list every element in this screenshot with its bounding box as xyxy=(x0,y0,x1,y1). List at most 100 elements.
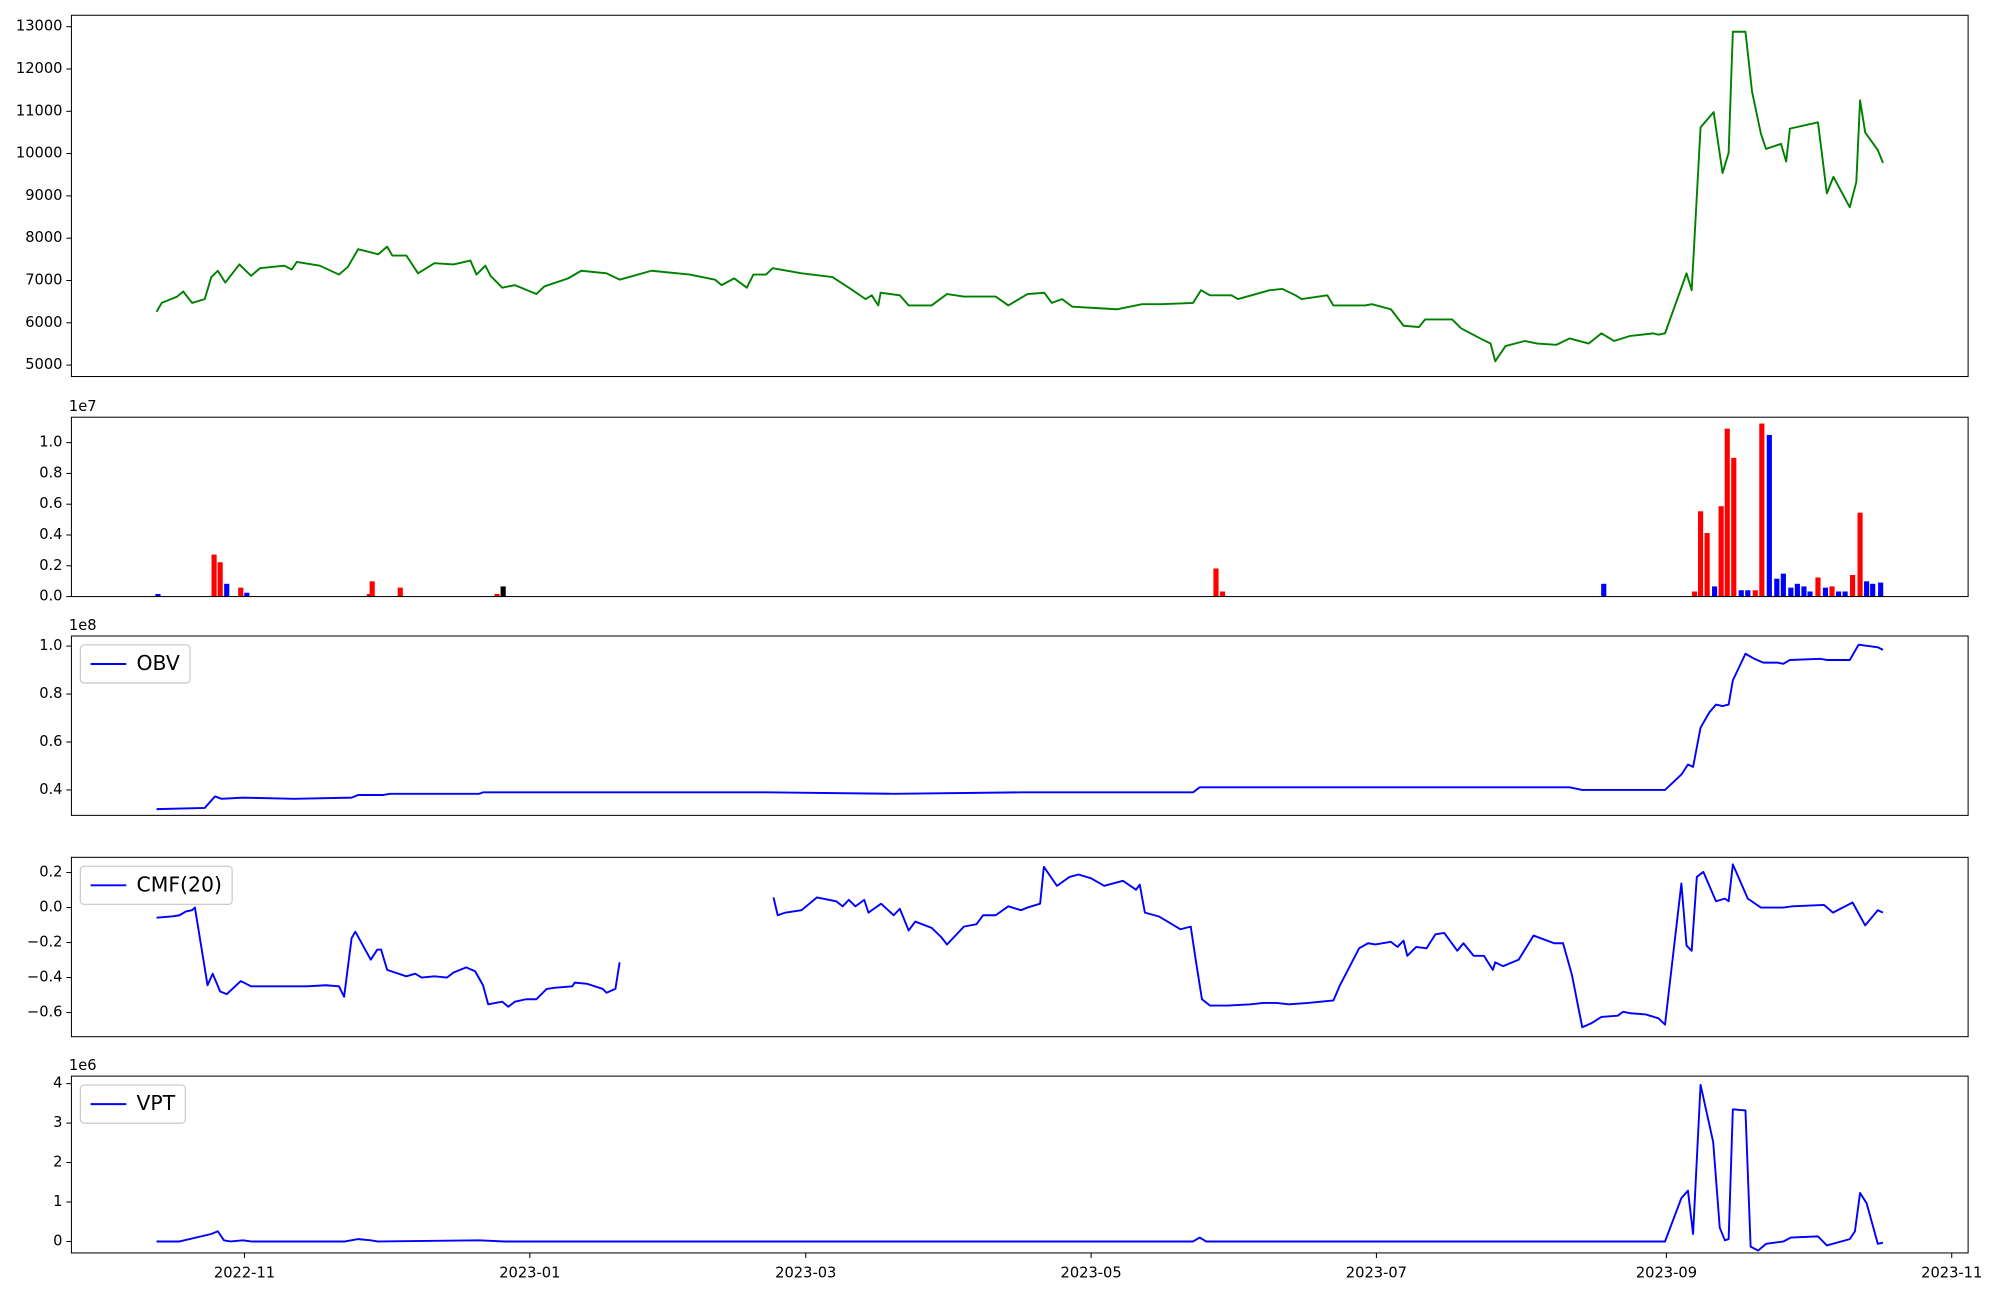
bar xyxy=(1878,582,1884,597)
y-tick-label: 6000 xyxy=(25,314,62,331)
bar xyxy=(1815,577,1821,597)
bar xyxy=(397,587,403,597)
y-tick-label: 0.6 xyxy=(39,733,62,750)
y-tick-label: 0.4 xyxy=(39,526,62,543)
y-tick-label: 0.0 xyxy=(39,899,62,916)
bar xyxy=(1788,587,1794,597)
legend-box xyxy=(79,644,191,684)
bar xyxy=(1691,591,1698,597)
y-tick-label: 1.0 xyxy=(39,637,62,654)
y-tick-label: 12000 xyxy=(16,60,63,77)
bar xyxy=(1794,583,1800,597)
bar xyxy=(500,586,506,597)
plot-area xyxy=(71,417,1969,597)
bar xyxy=(1766,434,1772,597)
y-offset-label: 1e8 xyxy=(69,617,97,634)
plot-area xyxy=(71,15,1969,377)
plot-frame xyxy=(70,1075,1969,1254)
y-tick-label: −0.2 xyxy=(27,934,63,951)
bar xyxy=(1801,586,1807,597)
bar xyxy=(1850,575,1856,597)
bar xyxy=(1822,587,1829,597)
bar xyxy=(1842,591,1848,597)
bar xyxy=(211,554,217,597)
bar xyxy=(1745,590,1751,597)
bar xyxy=(244,592,250,597)
bar xyxy=(1704,532,1710,597)
y-tick-label: 1.0 xyxy=(39,434,62,451)
bar xyxy=(1807,591,1813,597)
bar xyxy=(1752,590,1758,597)
line xyxy=(156,643,1884,811)
legend-box xyxy=(79,1084,187,1124)
line xyxy=(155,30,1884,363)
y-tick-label: 0.8 xyxy=(39,464,62,481)
y-tick-label: −0.6 xyxy=(27,1004,63,1021)
y-offset-label: 1e6 xyxy=(69,1057,97,1074)
plot-frame xyxy=(70,416,1969,598)
bar xyxy=(1697,511,1704,597)
bar xyxy=(217,562,223,597)
bar xyxy=(1213,568,1219,597)
bar xyxy=(369,581,375,597)
y-tick-label: 0.6 xyxy=(39,495,62,512)
bar xyxy=(1738,590,1744,597)
plot-area xyxy=(71,857,1969,1037)
x-tick-label: 2023-03 xyxy=(775,1264,836,1281)
bar xyxy=(1864,581,1870,597)
line xyxy=(156,863,1884,1029)
plot-frame xyxy=(70,635,1969,816)
y-tick-label: 7000 xyxy=(25,272,62,289)
y-tick-label: 13000 xyxy=(16,18,63,35)
y-tick-label: 0.2 xyxy=(39,864,62,881)
x-tick-label: 2023-07 xyxy=(1346,1264,1407,1281)
legend-label: CMF(20) xyxy=(136,872,221,896)
x-tick-label: 2023-11 xyxy=(1921,1264,1982,1281)
bar xyxy=(1835,591,1842,597)
y-tick-label: 0 xyxy=(53,1233,62,1250)
y-tick-label: 0.0 xyxy=(39,588,62,605)
y-tick-label: 0.4 xyxy=(39,781,62,798)
bar xyxy=(1774,578,1780,597)
bar xyxy=(1601,583,1607,597)
bar xyxy=(1724,428,1730,597)
legend-label: VPT xyxy=(136,1091,175,1115)
y-tick-label: 8000 xyxy=(25,229,62,246)
legend: VPT xyxy=(79,1084,187,1124)
bar xyxy=(238,587,244,597)
y-tick-label: 2 xyxy=(53,1154,62,1171)
plot-area xyxy=(71,1076,1969,1253)
bar xyxy=(155,593,161,597)
legend: CMF(20) xyxy=(79,865,233,906)
legend: OBV xyxy=(79,644,191,684)
x-tick-label: 2023-01 xyxy=(499,1264,560,1281)
bar xyxy=(1712,586,1718,597)
bar xyxy=(1857,512,1863,597)
y-tick-label: 1 xyxy=(53,1193,62,1210)
line xyxy=(156,1083,1884,1252)
y-tick-label: 3 xyxy=(53,1114,62,1131)
y-tick-label: 5000 xyxy=(25,356,62,373)
bar xyxy=(224,583,230,597)
bar xyxy=(1759,423,1765,597)
y-tick-label: 0.2 xyxy=(39,557,62,574)
y-tick-label: 11000 xyxy=(16,102,63,119)
y-tick-label: 10000 xyxy=(16,145,63,162)
bar xyxy=(494,593,500,597)
x-tick-label: 2023-09 xyxy=(1636,1264,1697,1281)
y-tick-label: 4 xyxy=(53,1075,62,1092)
bar xyxy=(366,593,372,597)
bar xyxy=(1829,586,1835,597)
y-offset-label: 1e7 xyxy=(69,398,97,415)
x-tick-label: 2023-05 xyxy=(1061,1264,1122,1281)
x-tick-label: 2022-11 xyxy=(214,1264,275,1281)
y-tick-label: −0.4 xyxy=(27,969,63,986)
legend-label: OBV xyxy=(136,651,179,675)
y-tick-label: 0.8 xyxy=(39,685,62,702)
bar xyxy=(1718,506,1724,597)
plot-frame xyxy=(70,856,1969,1038)
y-tick-label: 9000 xyxy=(25,187,62,204)
plot-frame xyxy=(70,14,1969,378)
